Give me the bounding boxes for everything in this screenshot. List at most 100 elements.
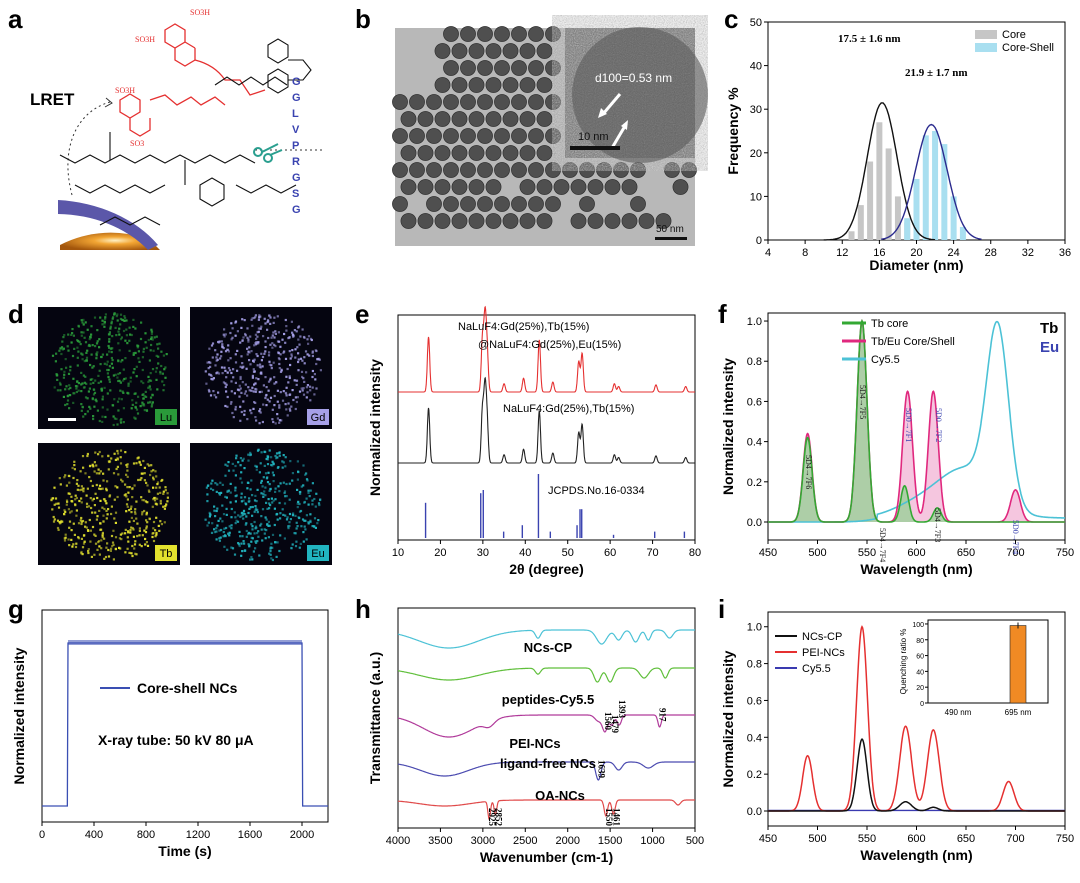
- nanoparticle: [536, 179, 553, 195]
- element-signal: [276, 518, 279, 521]
- element-signal: [243, 467, 246, 470]
- element-signal: [305, 497, 308, 500]
- element-signal: [257, 535, 260, 538]
- panel-label-a: a: [8, 4, 23, 34]
- element-signal: [57, 506, 61, 509]
- element-signal: [307, 521, 310, 524]
- element-signal: [273, 343, 276, 346]
- element-signal: [113, 452, 116, 455]
- so3h-label-3: SO3H: [115, 86, 135, 95]
- element-signal: [69, 394, 72, 397]
- element-signal: [76, 346, 79, 349]
- element-signal: [255, 419, 258, 422]
- element-signal: [264, 376, 267, 379]
- element-signal: [263, 464, 266, 467]
- element-signal: [82, 487, 85, 490]
- element-signal: [234, 353, 237, 356]
- element-signal: [117, 342, 120, 345]
- element-signal: [276, 413, 279, 416]
- element-signal: [139, 478, 142, 481]
- element-signal: [101, 415, 104, 418]
- element-signal: [263, 532, 266, 535]
- element-signal: [154, 502, 157, 505]
- element-signal: [77, 382, 80, 385]
- element-signal: [268, 507, 271, 510]
- element-signal: [260, 390, 263, 393]
- element-signal: [116, 400, 120, 403]
- element-signal: [82, 386, 86, 389]
- element-signal: [213, 531, 216, 534]
- element-signal: [300, 525, 303, 528]
- y-tick-label: 40: [750, 61, 762, 73]
- element-signal: [226, 464, 229, 467]
- nanoparticle: [477, 128, 493, 144]
- element-signal: [73, 464, 76, 467]
- element-signal: [62, 336, 65, 339]
- element-signal: [126, 475, 129, 478]
- element-signal: [315, 492, 318, 495]
- element-signal: [57, 502, 60, 505]
- element-signal: [73, 468, 76, 471]
- element-signal: [84, 521, 87, 524]
- element-signal: [284, 403, 287, 406]
- element-signal: [128, 486, 131, 489]
- element-signal: [111, 317, 114, 320]
- element-signal: [317, 502, 321, 505]
- element-signal: [301, 328, 304, 331]
- element-signal: [103, 362, 106, 365]
- element-signal: [53, 486, 56, 489]
- element-signal: [58, 521, 61, 524]
- element-signal: [96, 496, 99, 500]
- element-signal: [101, 487, 104, 490]
- element-signal: [132, 528, 135, 531]
- element-signal: [70, 529, 73, 532]
- element-signal: [211, 479, 214, 482]
- element-signal: [130, 516, 133, 519]
- element-signal: [230, 507, 233, 511]
- element-signal: [126, 469, 129, 472]
- element-signal: [234, 321, 237, 324]
- element-signal: [133, 392, 136, 395]
- element-signal: [101, 323, 104, 326]
- element-signal: [296, 396, 299, 399]
- element-signal: [117, 379, 120, 383]
- element-signal: [117, 409, 120, 412]
- element-signal: [124, 493, 127, 496]
- element-signal: [147, 375, 150, 378]
- element-signal: [220, 350, 223, 353]
- element-signal: [239, 457, 242, 460]
- element-signal: [50, 497, 53, 500]
- element-signal: [288, 524, 291, 528]
- element-signal: [112, 558, 115, 561]
- nanoparticle: [468, 213, 485, 229]
- element-signal: [240, 410, 243, 414]
- element-signal: [243, 549, 246, 552]
- element-signal: [120, 398, 123, 401]
- x-tick-label: 8: [802, 247, 808, 259]
- element-signal: [238, 389, 241, 392]
- element-signal: [259, 524, 262, 527]
- element-signal: [116, 319, 119, 322]
- element-signal: [133, 543, 137, 546]
- element-signal: [264, 516, 267, 519]
- peptide-residue: G: [292, 204, 301, 216]
- element-signal: [287, 525, 290, 528]
- element-signal: [105, 502, 108, 505]
- nanoparticle: [494, 26, 510, 42]
- element-signal: [266, 328, 269, 331]
- element-signal: [103, 537, 106, 540]
- element-signal: [114, 547, 117, 550]
- element-signal: [129, 507, 132, 510]
- element-signal: [150, 328, 153, 331]
- element-signal: [262, 476, 265, 479]
- element-signal: [148, 464, 151, 467]
- element-signal: [221, 520, 224, 523]
- element-signal: [253, 499, 257, 502]
- element-signal: [91, 511, 94, 514]
- element-signal: [267, 336, 270, 340]
- element-signal: [311, 375, 314, 379]
- element-signal: [65, 484, 68, 487]
- element-signal: [106, 360, 109, 363]
- element-signal: [240, 514, 243, 517]
- element-signal: [122, 391, 125, 394]
